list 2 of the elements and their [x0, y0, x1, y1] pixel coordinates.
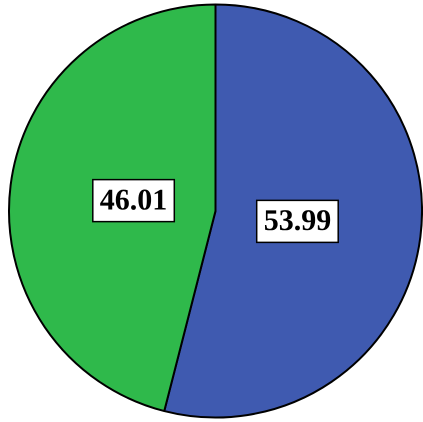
- data-label: 53.99: [264, 204, 332, 238]
- data-label: 46.01: [100, 183, 168, 216]
